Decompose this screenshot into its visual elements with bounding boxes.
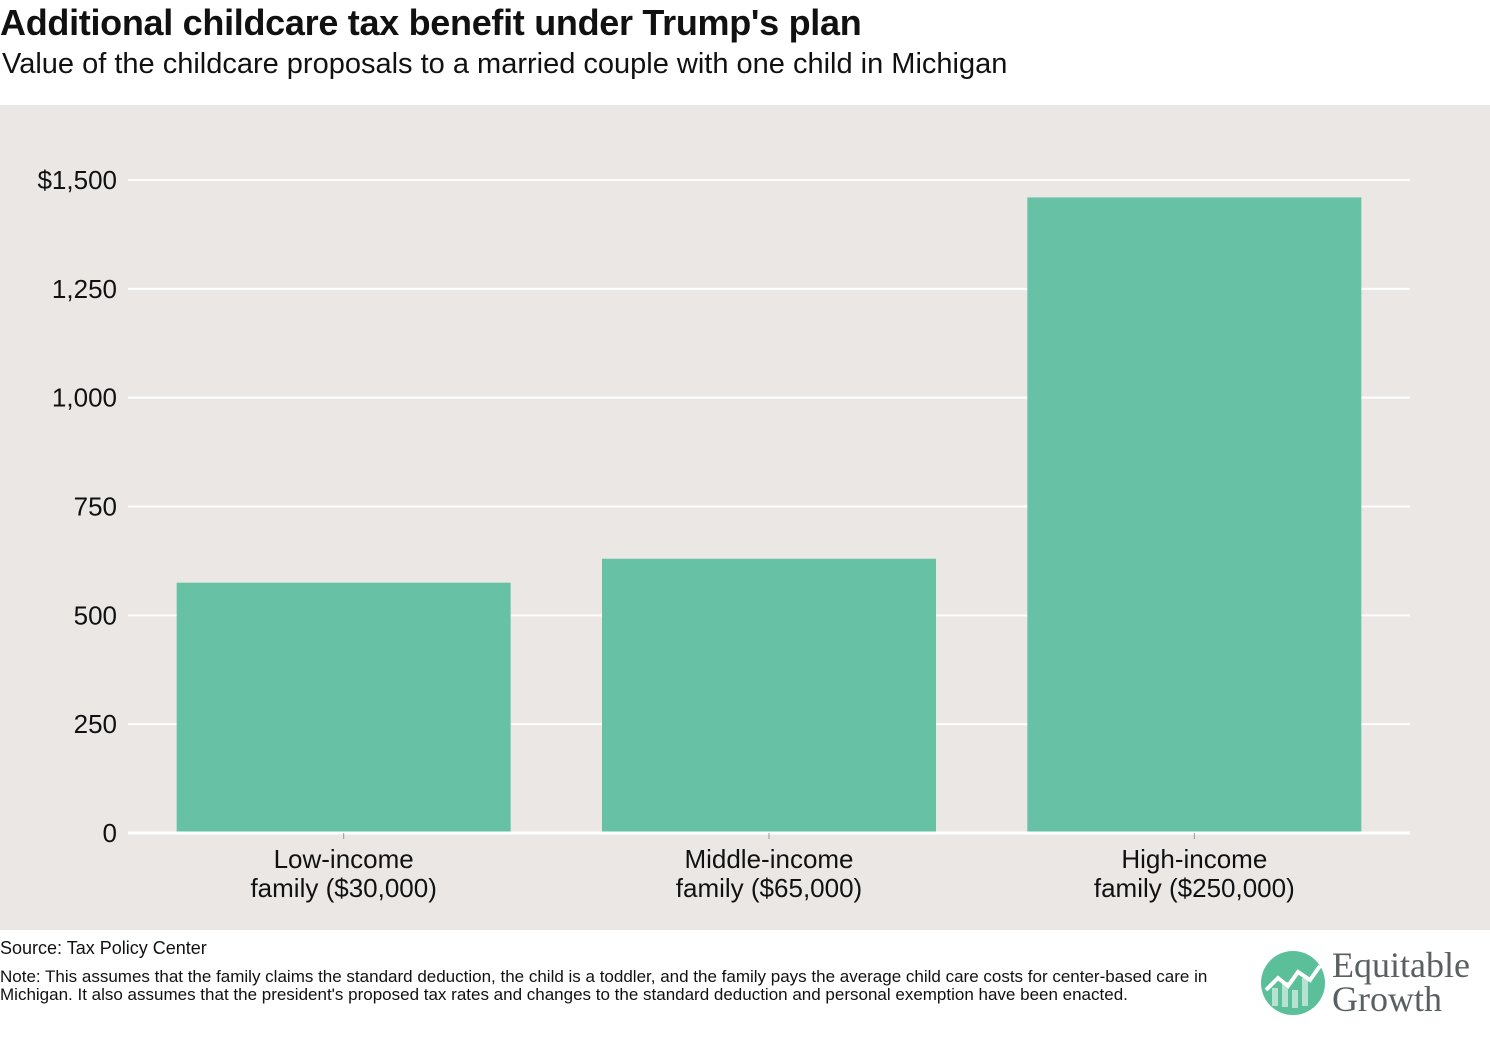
chart-title: Additional childcare tax benefit under T… <box>0 2 862 43</box>
y-tick-label: 250 <box>74 709 117 739</box>
bar <box>602 558 936 833</box>
logo-line-1: Equitable <box>1332 945 1470 985</box>
x-tick-label: Low-income family ($30,000) <box>250 844 436 903</box>
logo-wordmark: Equitable Growth <box>1332 945 1470 1019</box>
y-tick-label: 0 <box>103 818 117 848</box>
bar <box>176 582 511 833</box>
footnote: Note: This assumes that the family claim… <box>0 967 1208 1004</box>
y-tick-label: 1,250 <box>52 274 117 304</box>
rising-line-chart-icon <box>1261 951 1325 1015</box>
y-tick-label: 500 <box>74 600 117 630</box>
y-tick-label: $1,500 <box>37 165 117 195</box>
x-axis: Low-income family ($30,000) Middle-income f… <box>128 831 1410 903</box>
y-axis: 0 250 500 750 1,000 1,250 $1,500 <box>37 165 117 848</box>
source-note: Source: Tax Policy Center <box>0 938 207 958</box>
chart-subtitle: Value of the childcare proposals to a ma… <box>2 48 1008 80</box>
x-tick-label: Middle-income family ($65,000) <box>676 844 862 903</box>
y-tick-label: 750 <box>74 492 117 522</box>
bar-chart: 0 250 500 750 1,000 1,250 $1,500 Low-income fam… <box>37 165 1410 903</box>
bar <box>1027 197 1362 833</box>
bars <box>176 197 1362 833</box>
equitable-growth-logo: Equitable Growth <box>1260 945 1485 1020</box>
logo-line-2: Growth <box>1332 979 1442 1019</box>
y-tick-label: 1,000 <box>52 383 117 413</box>
x-tick-label: High-income family ($250,000) <box>1094 844 1295 903</box>
